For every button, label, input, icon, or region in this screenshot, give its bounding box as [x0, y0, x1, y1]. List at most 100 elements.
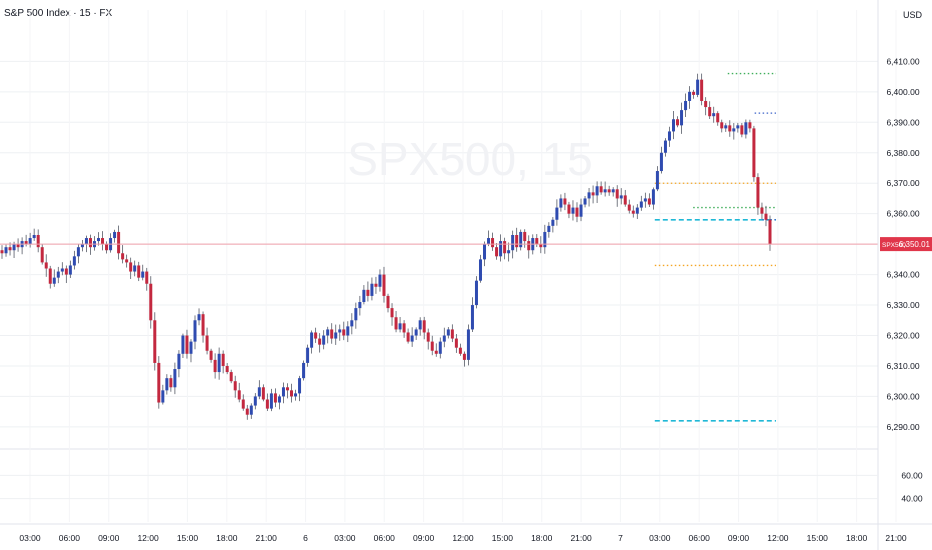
x-tick-label: 03:00	[649, 533, 671, 543]
candle-body	[185, 335, 189, 354]
candle-up	[193, 315, 197, 350]
candle-down	[221, 350, 225, 374]
candle-down	[740, 122, 744, 138]
candle-up	[551, 217, 555, 233]
candle-body	[575, 207, 579, 217]
candle-body	[487, 238, 491, 245]
x-tick-label: 12:00	[137, 533, 159, 543]
candle-body	[334, 332, 338, 339]
candle-body	[430, 341, 434, 351]
candle-down	[88, 234, 92, 255]
candle-up	[519, 229, 523, 251]
candle-body	[462, 353, 466, 360]
currency-label[interactable]: USD	[902, 10, 922, 20]
candle-body	[470, 305, 474, 330]
candle-body	[64, 268, 68, 275]
candle-body	[241, 399, 245, 409]
time-axis[interactable]: 03:00 06:00 09:00 12:00 15:00 18:00 21:00 6 03:0…	[19, 533, 907, 543]
candle-body	[523, 231, 527, 242]
candle-down	[386, 293, 390, 313]
candle-down	[40, 244, 44, 265]
y-tick-label: 6,340.00	[886, 270, 919, 280]
candle-body	[442, 335, 446, 342]
candle-down	[314, 327, 318, 343]
candle-body	[394, 317, 398, 330]
candle-body	[137, 265, 141, 278]
candle-body	[221, 353, 225, 366]
candle-body	[667, 131, 671, 141]
candle-body	[756, 177, 760, 208]
candle-up	[671, 110, 675, 140]
candle-body	[209, 350, 213, 360]
candle-body	[281, 387, 285, 397]
candle-up	[696, 73, 700, 98]
candle-up	[354, 302, 358, 329]
candle-down	[229, 369, 233, 384]
candle-up	[543, 224, 547, 254]
candlesticks[interactable]	[0, 73, 772, 420]
candle-up	[181, 333, 185, 359]
candle-up	[688, 86, 692, 109]
x-tick-label: 09:00	[98, 533, 120, 543]
candle-down	[563, 192, 567, 211]
candle-body	[354, 308, 358, 321]
candle-body	[688, 91, 692, 101]
candle-body	[503, 241, 507, 254]
candle-up	[277, 394, 281, 410]
candle-down	[627, 199, 631, 214]
candle-body	[567, 204, 571, 214]
candle-up	[663, 138, 667, 157]
candle-down	[768, 215, 772, 251]
candle-up	[310, 330, 314, 354]
candle-body	[591, 192, 595, 196]
x-tick-label: 21:00	[570, 533, 592, 543]
candle-down	[285, 383, 289, 399]
candle-body	[88, 238, 92, 248]
symbol-watermark: SPX500, 15	[347, 133, 593, 185]
candle-body	[483, 244, 487, 260]
y-tick-label: 6,330.00	[886, 300, 919, 310]
candle-down	[117, 225, 121, 260]
candle-body	[478, 259, 482, 281]
candle-body	[161, 390, 165, 403]
candle-down	[434, 343, 438, 357]
candle-body	[217, 353, 221, 373]
candle-body	[623, 195, 627, 205]
candle-up	[559, 194, 563, 212]
candle-up	[52, 269, 56, 287]
x-tick-label: 09:00	[413, 533, 435, 543]
candle-up	[639, 195, 643, 211]
candle-body	[406, 332, 410, 342]
candle-down	[241, 394, 245, 411]
x-tick-label: 21:00	[256, 533, 278, 543]
candle-up	[4, 244, 8, 257]
candle-up	[76, 244, 80, 264]
x-tick-label: 6	[303, 533, 308, 543]
candle-up	[113, 229, 117, 243]
candle-body	[197, 314, 201, 321]
candle-up	[724, 123, 728, 132]
candle-up	[362, 285, 366, 305]
candle-body	[358, 302, 362, 309]
candle-up	[732, 123, 736, 140]
candle-down	[394, 310, 398, 333]
price-axis[interactable]: 6,410.00 6,400.00 6,390.00 6,380.00 6,370.00…	[877, 0, 920, 550]
candle-body	[374, 283, 378, 287]
candle-body	[285, 387, 289, 391]
y-tick-label: 6,390.00	[886, 117, 919, 127]
candle-down	[105, 241, 109, 254]
candle-body	[615, 189, 619, 199]
candle-down	[237, 382, 241, 403]
candle-body	[165, 378, 169, 391]
candle-body	[736, 125, 740, 129]
candle-body	[438, 341, 442, 354]
candle-body	[639, 201, 643, 208]
candle-body	[659, 152, 663, 172]
candle-up	[338, 324, 342, 341]
candle-body	[539, 244, 543, 248]
candle-body	[760, 207, 764, 214]
candle-down	[458, 343, 462, 356]
candle-body	[245, 408, 249, 415]
candle-body	[607, 189, 611, 193]
